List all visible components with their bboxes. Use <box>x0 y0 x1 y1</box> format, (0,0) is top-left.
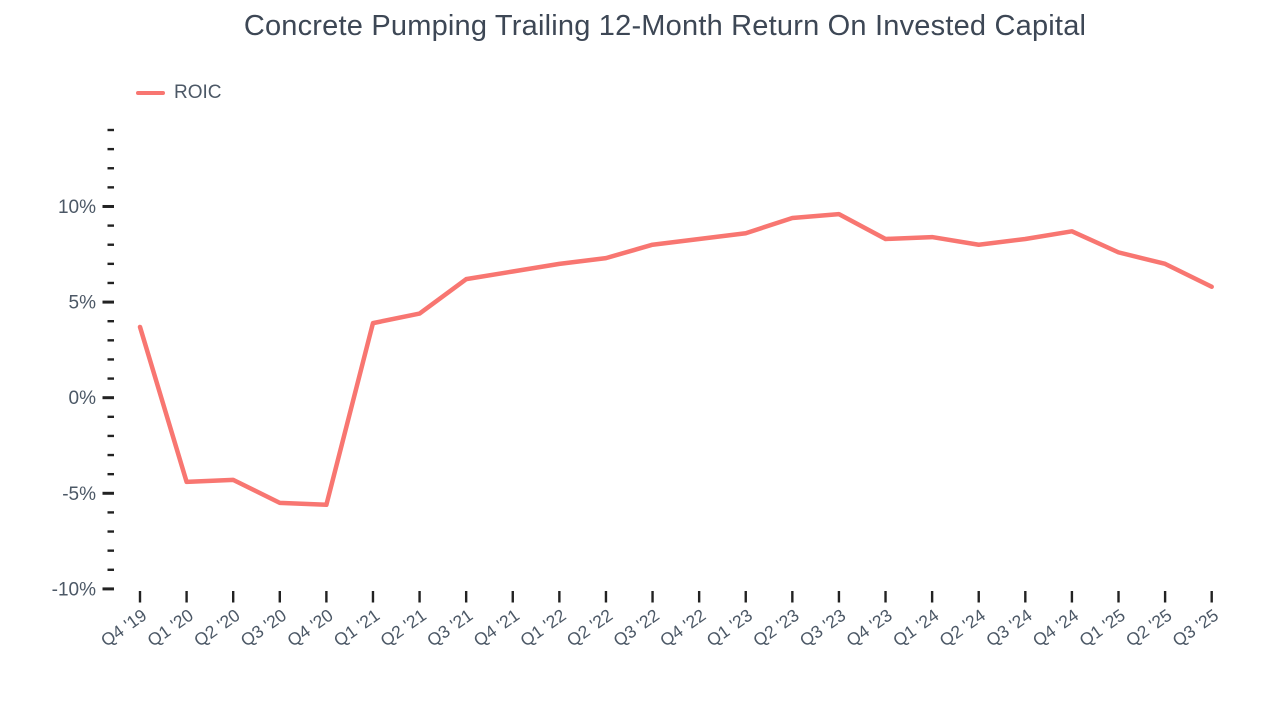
x-axis-tick-label: Q3 '22 <box>610 605 663 651</box>
x-axis-tick-label: Q2 '20 <box>190 605 243 651</box>
x-axis-tick-label: Q2 '25 <box>1122 605 1175 651</box>
x-axis-tick-label: Q4 '23 <box>843 605 896 651</box>
x-axis-tick-label: Q1 '20 <box>144 605 197 651</box>
x-axis-tick-label: Q1 '23 <box>703 605 756 651</box>
x-axis-tick-label: Q1 '24 <box>889 605 942 651</box>
x-axis-tick-label: Q3 '25 <box>1169 605 1222 651</box>
x-axis-tick-label: Q1 '25 <box>1076 605 1129 651</box>
y-axis-tick-label: 5% <box>69 293 97 314</box>
x-axis-tick-label: Q4 '24 <box>1029 605 1082 651</box>
legend-line-swatch-icon <box>136 91 165 95</box>
y-axis-tick-label: 10% <box>58 197 96 218</box>
y-axis-tick-label: 0% <box>69 388 97 409</box>
x-axis-tick-label: Q3 '23 <box>796 605 849 651</box>
x-axis-tick-label: Q3 '21 <box>423 605 476 651</box>
x-axis-tick-label: Q2 '22 <box>563 605 616 651</box>
x-axis-tick-label: Q4 '22 <box>656 605 709 651</box>
roic-series-line <box>137 211 1214 508</box>
x-axis-tick-label: Q2 '24 <box>936 605 989 651</box>
x-axis-tick-label: Q2 '23 <box>749 605 802 651</box>
legend-label: ROIC <box>174 82 222 103</box>
x-axis-tick-label: Q4 '21 <box>470 605 523 651</box>
x-axis-tick-label: Q3 '20 <box>237 605 290 651</box>
x-axis-tick-label: Q4 '19 <box>97 605 150 651</box>
legend-item-roic[interactable]: ROIC <box>136 82 222 104</box>
x-axis-tick-label: Q2 '21 <box>377 605 430 651</box>
x-axis-tick-label: Q4 '20 <box>283 605 336 651</box>
y-axis-tick-label: -5% <box>62 484 96 505</box>
x-axis-tick-label: Q1 '22 <box>516 605 569 651</box>
chart-title: Concrete Pumping Trailing 12-Month Retur… <box>243 10 1087 42</box>
legend: ROIC <box>136 82 222 104</box>
y-axis-tick-label: -10% <box>52 579 96 600</box>
x-axis-tick-label: Q1 '21 <box>330 605 383 651</box>
x-axis-tick-label: Q3 '24 <box>982 605 1035 651</box>
